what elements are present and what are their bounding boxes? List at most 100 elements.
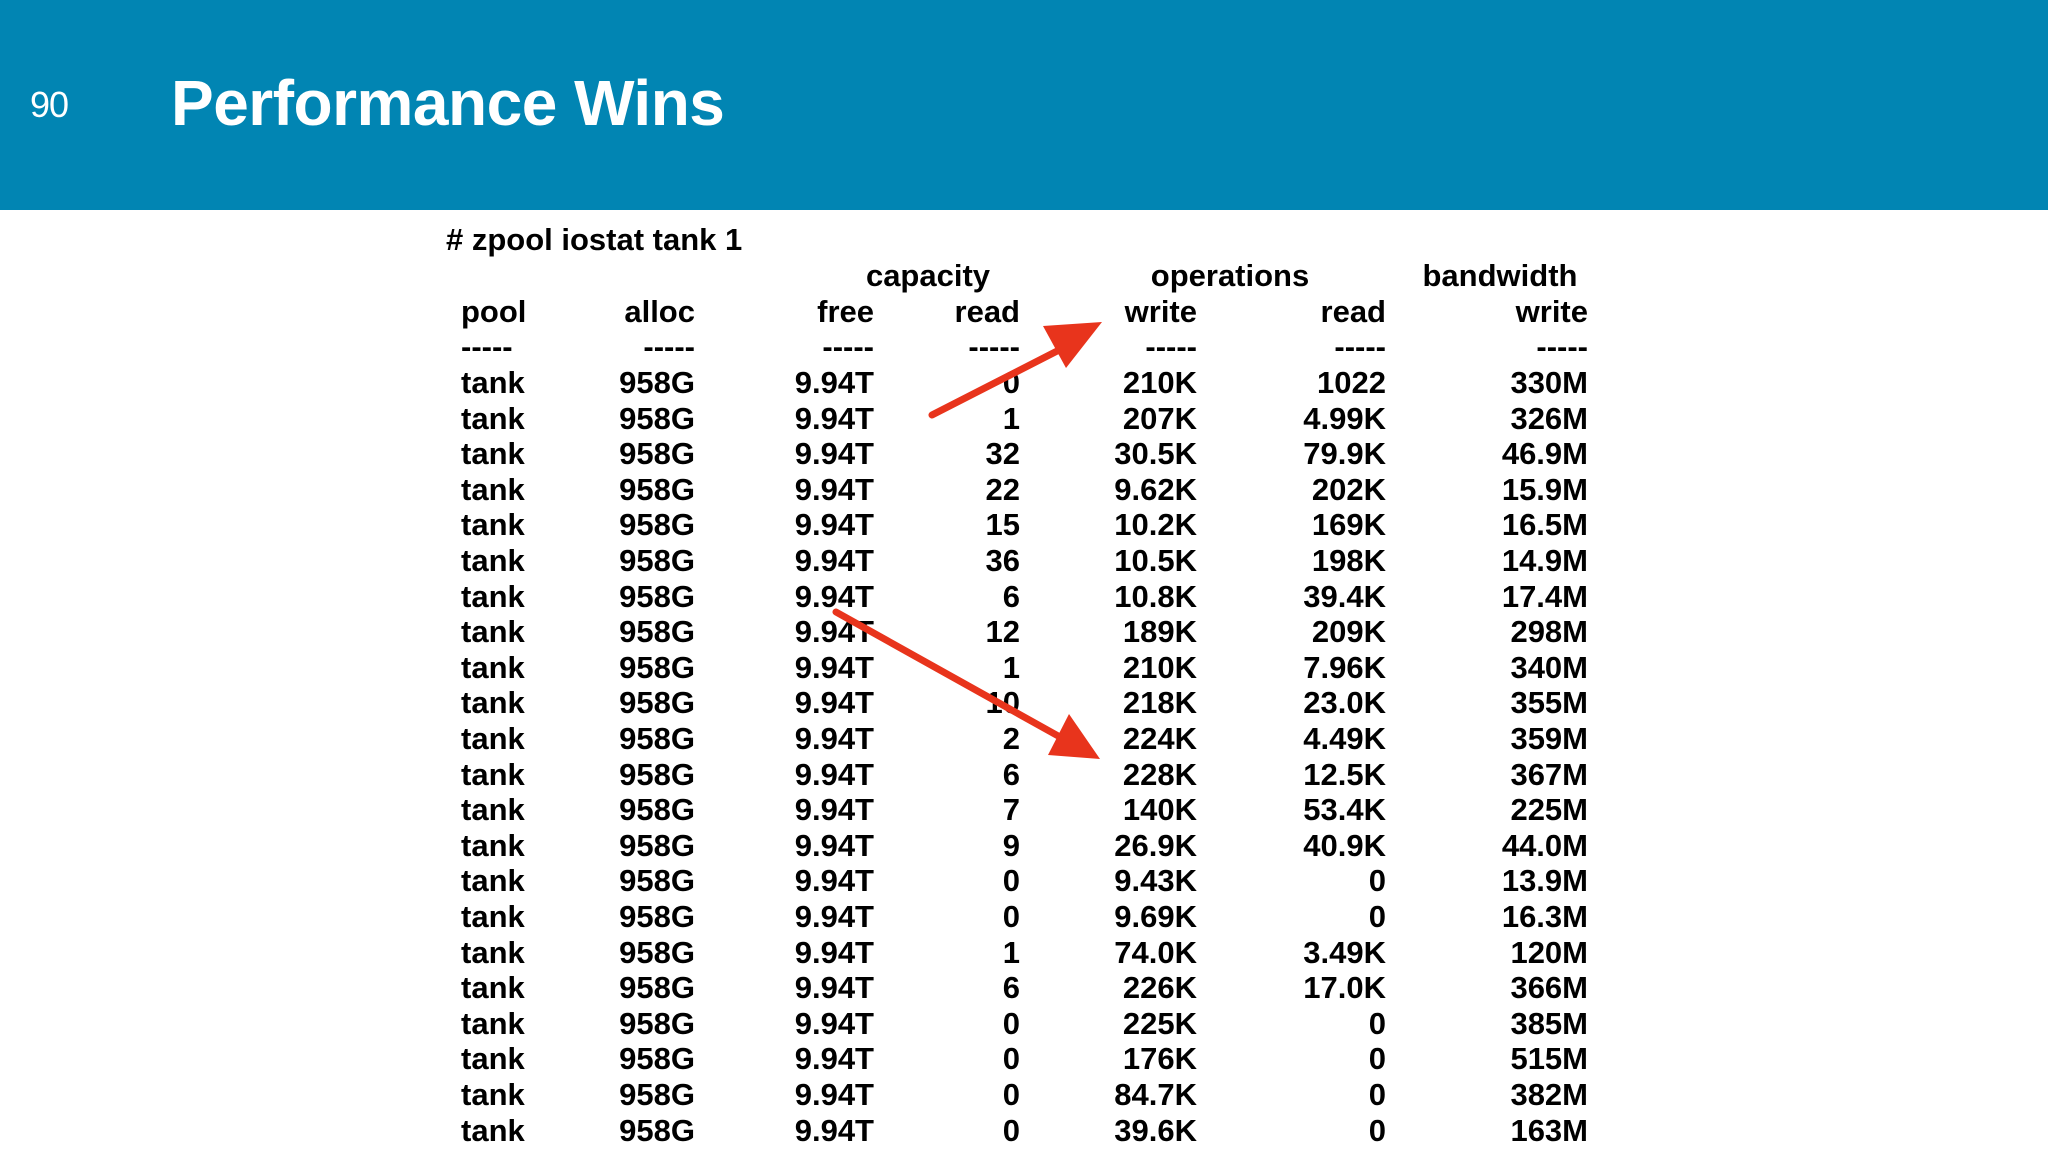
table-cell: 9.94T (794, 1113, 874, 1148)
table-cell: 46.9M (1501, 436, 1588, 471)
column-group-capacity: capacity (865, 258, 991, 293)
table-cell: 0 (1368, 1041, 1386, 1076)
table-cell: 958G (619, 650, 695, 685)
table-cell: 9.94T (794, 935, 874, 970)
table-cell: 10.2K (1114, 507, 1197, 542)
column-separator: ----- (1536, 329, 1588, 364)
table-cell: 298M (1510, 614, 1588, 649)
table-cell: 0 (1368, 899, 1386, 934)
column-header-free: free (817, 294, 874, 329)
table-cell: tank (461, 685, 525, 720)
table-cell: tank (461, 1041, 525, 1076)
table-cell: tank (461, 828, 525, 863)
table-cell: tank (461, 899, 525, 934)
column-separator: ----- (461, 329, 513, 364)
table-cell: 0 (1368, 863, 1386, 898)
table-cell: 10.8K (1114, 579, 1197, 614)
table-cell: tank (461, 935, 525, 970)
slide-number: 90 (30, 84, 69, 125)
table-cell: 958G (619, 1077, 695, 1112)
table-cell: tank (461, 401, 525, 436)
table-cell: 958G (619, 685, 695, 720)
table-cell: tank (461, 721, 525, 756)
table-cell: 0 (1002, 863, 1020, 898)
table-cell: 53.4K (1303, 792, 1386, 827)
table-cell: 7.96K (1303, 650, 1386, 685)
table-cell: 7 (1002, 792, 1020, 827)
column-header-write: write (1515, 294, 1588, 329)
table-cell: 176K (1122, 1041, 1197, 1076)
table-cell: 9.94T (794, 543, 874, 578)
table-cell: 9.62K (1114, 472, 1197, 507)
table-cell: tank (461, 1077, 525, 1112)
table-cell: 958G (619, 1006, 695, 1041)
table-cell: 210K (1122, 365, 1197, 400)
table-cell: 958G (619, 828, 695, 863)
table-cell: 1022 (1317, 365, 1386, 400)
table-cell: tank (461, 614, 525, 649)
table-cell: tank (461, 1006, 525, 1041)
table-cell: tank (461, 365, 525, 400)
table-cell: 9.94T (794, 365, 874, 400)
column-header-read: read (954, 294, 1020, 329)
table-cell: 9.94T (794, 899, 874, 934)
table-cell: 1 (1002, 935, 1020, 970)
table-cell: tank (461, 472, 525, 507)
table-cell: tank (461, 543, 525, 578)
table-cell: tank (461, 970, 525, 1005)
table-cell: 958G (619, 401, 695, 436)
table-cell: 0 (1002, 1006, 1020, 1041)
table-cell: 39.4K (1303, 579, 1386, 614)
table-cell: 210K (1122, 650, 1197, 685)
table-cell: tank (461, 650, 525, 685)
column-header-alloc: alloc (624, 294, 695, 329)
table-cell: 12.5K (1303, 757, 1386, 792)
table-cell: 23.0K (1303, 685, 1386, 720)
table-cell: 330M (1510, 365, 1588, 400)
table-cell: 382M (1510, 1077, 1588, 1112)
table-cell: 367M (1510, 757, 1588, 792)
table-cell: 0 (1368, 1113, 1386, 1148)
table-cell: 198K (1311, 543, 1386, 578)
table-cell: 958G (619, 1113, 695, 1148)
table-cell: 0 (1002, 365, 1020, 400)
table-cell: 9.94T (794, 1041, 874, 1076)
table-cell: 958G (619, 365, 695, 400)
column-header-write: write (1124, 294, 1197, 329)
table-cell: 0 (1002, 1113, 1020, 1148)
table-cell: tank (461, 792, 525, 827)
column-separator: ----- (822, 329, 874, 364)
table-cell: 84.7K (1114, 1077, 1197, 1112)
table-cell: 0 (1002, 1041, 1020, 1076)
table-cell: 74.0K (1114, 935, 1197, 970)
table-cell: 359M (1510, 721, 1588, 756)
table-cell: 4.99K (1303, 401, 1386, 436)
table-cell: 16.3M (1501, 899, 1588, 934)
table-cell: 958G (619, 935, 695, 970)
table-cell: 9.94T (794, 507, 874, 542)
table-cell: 10 (985, 685, 1020, 720)
slide-title: Performance Wins (171, 67, 725, 139)
table-cell: 189K (1122, 614, 1197, 649)
table-cell: 17.4M (1501, 579, 1588, 614)
column-separator: ----- (1145, 329, 1197, 364)
table-cell: 36 (985, 543, 1020, 578)
table-cell: 958G (619, 863, 695, 898)
table-cell: tank (461, 507, 525, 542)
table-cell: 9 (1002, 828, 1020, 863)
table-cell: 225K (1122, 1006, 1197, 1041)
table-cell: 40.9K (1303, 828, 1386, 863)
table-cell: 958G (619, 1041, 695, 1076)
table-cell: 6 (1002, 970, 1020, 1005)
table-cell: 958G (619, 543, 695, 578)
table-cell: 169K (1311, 507, 1386, 542)
table-cell: 9.94T (794, 757, 874, 792)
column-separator: ----- (968, 329, 1020, 364)
table-cell: 958G (619, 721, 695, 756)
table-cell: 26.9K (1114, 828, 1197, 863)
column-group-bandwidth: bandwidth (1422, 258, 1578, 293)
table-cell: 13.9M (1501, 863, 1588, 898)
table-cell: 207K (1122, 401, 1197, 436)
table-cell: 202K (1311, 472, 1386, 507)
table-cell: 958G (619, 507, 695, 542)
